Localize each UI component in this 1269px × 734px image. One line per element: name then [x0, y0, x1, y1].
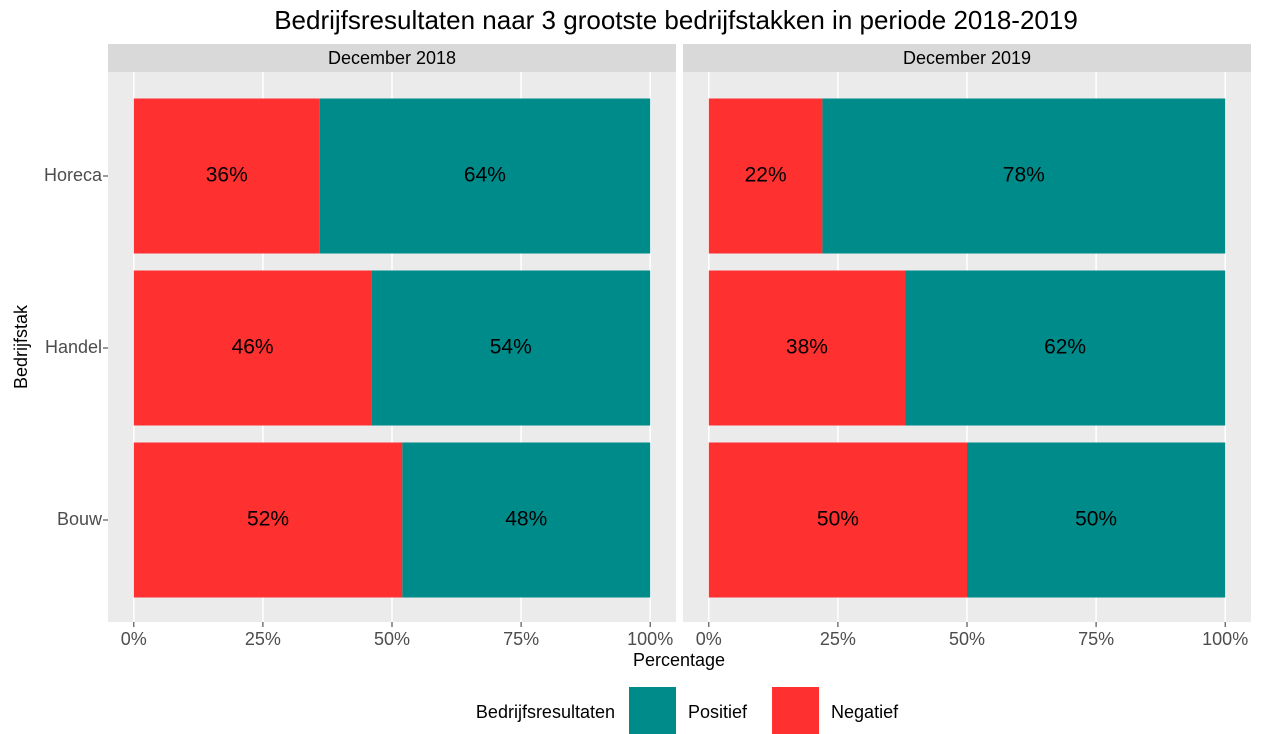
facet-title: December 2018 — [328, 48, 456, 68]
bar-segment — [319, 98, 651, 254]
data-label: 54% — [490, 336, 532, 359]
bar-segment — [822, 98, 1226, 254]
x-tick-label: 75% — [1078, 629, 1114, 649]
data-label: 48% — [505, 508, 547, 531]
bar-segment — [133, 98, 320, 254]
x-tick-label: 100% — [627, 629, 673, 649]
y-axis-label: Bedrijfstak — [11, 304, 31, 389]
x-tick-label: 50% — [949, 629, 985, 649]
bar-segment — [402, 442, 651, 598]
bar-segment — [133, 270, 372, 426]
y-tick-label: Horeca — [44, 165, 103, 185]
bar-segment — [905, 270, 1226, 426]
x-axis-label: Percentage — [633, 650, 725, 670]
legend-title: Bedrijfsresultaten — [476, 702, 615, 722]
chart-title: Bedrijfsresultaten naar 3 grootste bedri… — [274, 5, 1078, 35]
strip — [683, 44, 1251, 72]
bar-segment — [708, 98, 823, 254]
data-label: 78% — [1003, 164, 1045, 187]
data-label: 64% — [464, 164, 506, 187]
legend-key — [629, 687, 676, 734]
data-label: 22% — [745, 164, 787, 187]
data-label: 50% — [1075, 508, 1117, 531]
bar-segment — [133, 442, 403, 598]
x-tick-label: 0% — [121, 629, 147, 649]
legend-label: Positief — [688, 702, 748, 722]
bar-segment — [708, 270, 906, 426]
strip — [108, 44, 676, 72]
data-label: 38% — [786, 336, 828, 359]
bar-segment — [967, 442, 1226, 598]
data-label: 50% — [817, 508, 859, 531]
y-tick-label: Bouw — [57, 509, 103, 529]
x-tick-label: 25% — [245, 629, 281, 649]
legend-key — [772, 687, 820, 734]
x-tick-label: 0% — [696, 629, 722, 649]
x-tick-label: 75% — [503, 629, 539, 649]
x-tick-label: 25% — [820, 629, 856, 649]
bar-segment — [708, 442, 967, 598]
data-label: 46% — [232, 336, 274, 359]
x-tick-label: 50% — [374, 629, 410, 649]
x-tick-label: 100% — [1202, 629, 1248, 649]
legend-label: Negatief — [831, 702, 899, 722]
data-label: 62% — [1044, 336, 1086, 359]
data-label: 36% — [206, 164, 248, 187]
facet-title: December 2019 — [903, 48, 1031, 68]
bar-segment — [371, 270, 651, 426]
y-tick-label: Handel — [45, 337, 102, 357]
data-label: 52% — [247, 508, 289, 531]
